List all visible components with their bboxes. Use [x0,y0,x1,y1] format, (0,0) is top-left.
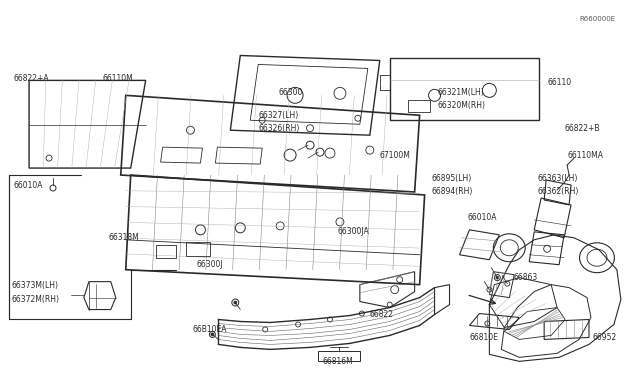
Circle shape [262,327,268,332]
Circle shape [366,146,374,154]
Circle shape [307,125,314,132]
Text: 66300JA: 66300JA [338,227,370,236]
Text: 66822+A: 66822+A [13,74,49,83]
Text: 66110: 66110 [547,78,572,87]
Text: 66327(LH): 66327(LH) [258,111,298,120]
Circle shape [284,149,296,161]
Circle shape [494,275,500,280]
Text: 66326(RH): 66326(RH) [258,124,300,133]
Circle shape [355,115,361,121]
Circle shape [334,87,346,99]
Circle shape [391,286,399,294]
Circle shape [328,317,332,322]
Circle shape [429,89,440,101]
Circle shape [232,299,239,306]
Circle shape [211,333,214,336]
Text: 66372M(RH): 66372M(RH) [11,295,59,304]
Text: 66895(LH): 66895(LH) [431,173,472,183]
Circle shape [259,117,265,123]
Circle shape [336,218,344,226]
Text: 66010A: 66010A [467,214,497,222]
Text: 66863: 66863 [513,273,538,282]
Text: 66110M: 66110M [103,74,134,83]
Circle shape [306,141,314,149]
Text: 66363(LH): 66363(LH) [537,173,577,183]
Text: 66B10EA: 66B10EA [193,325,227,334]
Circle shape [387,302,392,307]
Circle shape [316,148,324,156]
Text: 66373M(LH): 66373M(LH) [11,281,58,290]
Circle shape [236,223,245,233]
Circle shape [487,287,492,292]
Circle shape [359,311,364,316]
Circle shape [234,301,237,304]
Circle shape [296,322,301,327]
Circle shape [485,321,490,326]
Text: 66300: 66300 [278,88,303,97]
Circle shape [505,281,510,286]
Text: 66894(RH): 66894(RH) [431,187,473,196]
Circle shape [483,83,497,97]
Circle shape [397,277,403,283]
Circle shape [46,155,52,161]
Text: 66300J: 66300J [196,260,223,269]
Circle shape [543,245,550,252]
Text: 66362(RH): 66362(RH) [537,187,579,196]
Text: 67100M: 67100M [380,151,411,160]
Circle shape [195,225,205,235]
Text: 66810E: 66810E [469,333,499,342]
Circle shape [209,331,216,337]
Circle shape [50,185,56,191]
Text: 66010A: 66010A [13,180,43,189]
Circle shape [496,276,499,279]
Text: R660000E: R660000E [579,16,615,22]
Circle shape [276,222,284,230]
Text: 66816M: 66816M [323,357,353,366]
Circle shape [186,126,195,134]
Text: 66110MA: 66110MA [567,151,603,160]
Circle shape [325,148,335,158]
Text: 66952: 66952 [593,333,617,342]
Text: 66321M(LH): 66321M(LH) [438,88,484,97]
Text: 66822+B: 66822+B [564,124,600,133]
Text: 66320M(RH): 66320M(RH) [438,101,486,110]
Text: 66822: 66822 [370,310,394,319]
Text: 66318M: 66318M [109,233,140,242]
Circle shape [287,87,303,103]
